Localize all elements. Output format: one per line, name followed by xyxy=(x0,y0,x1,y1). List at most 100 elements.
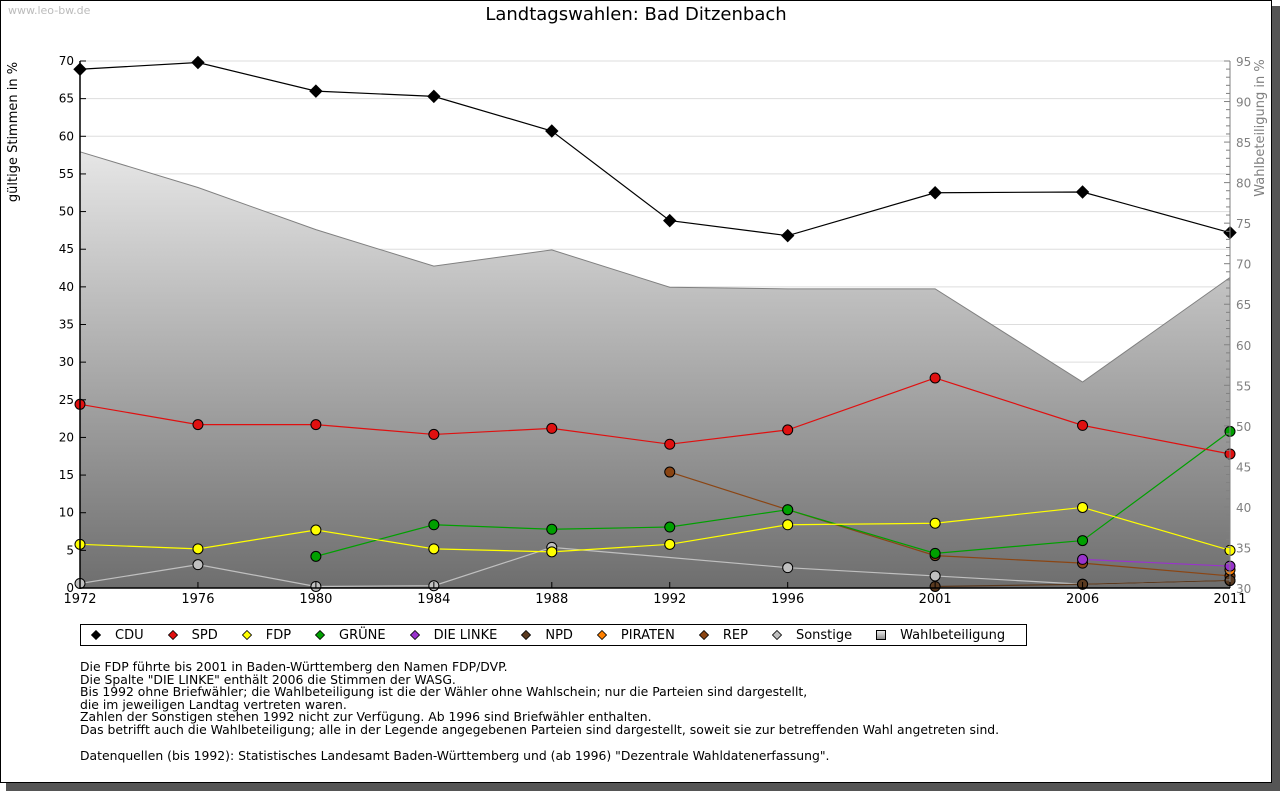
turnout-area-fill xyxy=(80,151,1230,588)
legend-label: REP xyxy=(722,627,748,643)
legend-item-cdu: CDU xyxy=(91,628,144,643)
data-point-fdp xyxy=(664,538,676,550)
data-point-cdu xyxy=(309,84,323,98)
legend: CDU SPD FDP GRÜNE DIE LINKE NPD PIRATEN REP Sons… xyxy=(80,624,1027,646)
frame-shadow-bottom xyxy=(6,783,1280,791)
notes: Die FDP führte bis 2001 in Baden-Württem… xyxy=(80,659,1000,763)
legend-label: Sonstige xyxy=(795,627,853,643)
frame-shadow-right xyxy=(1272,6,1280,791)
y2-tick-label: 80 xyxy=(1236,177,1251,191)
note-line: Die Spalte "DIE LINKE" enthält 2006 die … xyxy=(80,671,456,687)
data-point-fdp xyxy=(428,543,440,555)
diamond-swatch-icon xyxy=(521,630,532,640)
y-tick-label: 65 xyxy=(59,92,74,106)
data-point-spd xyxy=(782,424,794,436)
legend-label: Wahlbeteiligung xyxy=(900,627,1006,643)
data-point-gruene xyxy=(310,550,322,562)
diamond-swatch-icon xyxy=(91,630,101,640)
data-point-fdp xyxy=(782,519,794,531)
y-tick-label: 55 xyxy=(59,167,74,181)
diamond-swatch-icon xyxy=(596,630,607,640)
legend-item-fdp: FDP xyxy=(241,627,292,643)
y-tick-label: 25 xyxy=(59,393,74,407)
x-tick-label: 1980 xyxy=(299,592,332,607)
note-line: die im jeweiligen Landtag vertreten ware… xyxy=(80,696,347,712)
turnout-line xyxy=(79,151,1231,383)
data-point-fdp xyxy=(310,524,322,536)
y-tick-label: 5 xyxy=(66,543,74,557)
y2-tick-label: 95 xyxy=(1236,55,1251,69)
y2-tick-label: 30 xyxy=(1236,582,1251,596)
y-tick-label: 60 xyxy=(59,129,74,143)
data-point-spd xyxy=(664,438,676,450)
y-axis-label: gültige Stimmen in % xyxy=(6,62,21,202)
legend-label: FDP xyxy=(265,627,292,643)
series-line-die-linke xyxy=(1082,558,1231,567)
data-point-spd xyxy=(1077,419,1089,431)
legend-item-npd: NPD xyxy=(521,628,573,643)
y-tick-label: 70 xyxy=(59,54,74,68)
data-point-sonstige xyxy=(929,570,941,582)
data-point-spd xyxy=(192,419,204,431)
y2-tick-label: 60 xyxy=(1236,339,1251,353)
data-point-sonstige xyxy=(782,562,794,574)
note-line: Bis 1992 ohne Briefwähler; die Wahlbetei… xyxy=(80,684,808,700)
legend-item-spd: SPD xyxy=(167,628,218,643)
y2-tick-label: 45 xyxy=(1236,460,1251,474)
y2-tick-label: 65 xyxy=(1236,298,1251,312)
axes: 0 5 10 15 20 25 30 35 40 45 50 55 60 65 70 30 35 40 45 50 55… xyxy=(59,54,1252,607)
x-tick-label: 2001 xyxy=(919,592,952,607)
turnout-area xyxy=(79,151,1231,588)
data-point-gruene xyxy=(546,523,558,535)
series-markers xyxy=(73,55,1237,592)
legend-item-die-linke: DIE LINKE xyxy=(409,628,497,643)
data-point-spd xyxy=(929,372,941,384)
x-tick-label: 1992 xyxy=(653,592,686,607)
x-tick-label: 1976 xyxy=(181,592,214,607)
note-line: Die FDP führte bis 2001 in Baden-Württem… xyxy=(80,659,508,674)
legend-label: CDU xyxy=(115,627,144,643)
y-tick-label: 30 xyxy=(59,355,74,369)
data-point-cdu xyxy=(780,228,795,243)
chart-title: Landtagswahlen: Bad Ditzenbach xyxy=(485,4,787,25)
x-tick-label: 1972 xyxy=(63,592,96,607)
series-line-grüne xyxy=(315,430,1231,557)
legend-item-piraten: PIRATEN xyxy=(596,628,675,643)
data-point-cdu xyxy=(663,213,677,228)
note-line: Das betrifft auch die Wahlbeteiligung; a… xyxy=(80,721,1000,737)
data-point-gruene xyxy=(664,521,676,533)
x-tick-label: 2006 xyxy=(1066,592,1099,607)
source-line: Datenquellen (bis 1992): Statistisches L… xyxy=(80,747,830,763)
data-point-gruene xyxy=(929,547,941,559)
data-point-fdp xyxy=(929,517,941,529)
y-tick-label: 15 xyxy=(59,468,74,482)
data-point-cdu xyxy=(1075,185,1090,199)
series-line-cdu xyxy=(79,61,1231,237)
y2-tick-label: 55 xyxy=(1236,379,1251,393)
y2-tick-label: 90 xyxy=(1236,96,1251,110)
y2-tick-label: 70 xyxy=(1236,258,1251,272)
y-tick-label: 45 xyxy=(59,242,74,256)
data-point-cdu xyxy=(545,124,559,138)
y2-tick-label: 50 xyxy=(1236,420,1251,434)
legend-item-sonstige: Sonstige xyxy=(771,627,853,643)
y2-tick-label: 75 xyxy=(1236,217,1251,231)
data-point-cdu xyxy=(191,55,205,70)
y2-tick-label: 35 xyxy=(1236,541,1251,555)
square-swatch-icon xyxy=(876,630,887,640)
data-point-rep xyxy=(664,466,676,478)
x-tick-label: 2011 xyxy=(1213,592,1246,607)
x-tick-label: 1984 xyxy=(417,592,450,607)
legend-item-wahlbeteiligung: Wahlbeteiligung xyxy=(876,628,1005,643)
y-tick-label: 10 xyxy=(59,506,74,520)
diamond-swatch-icon xyxy=(771,630,782,640)
data-point-cdu xyxy=(928,186,942,200)
data-point-gruene xyxy=(782,504,794,516)
y-tick-label: 50 xyxy=(59,205,74,219)
data-point-die-linke xyxy=(1077,553,1089,565)
y-tick-label: 35 xyxy=(59,318,74,332)
note-line: Zahlen der Sonstigen stehen 1992 nicht z… xyxy=(80,709,652,725)
legend-label: GRÜNE xyxy=(339,627,386,643)
diamond-swatch-icon xyxy=(315,630,326,640)
series-line-spd xyxy=(79,377,1231,455)
